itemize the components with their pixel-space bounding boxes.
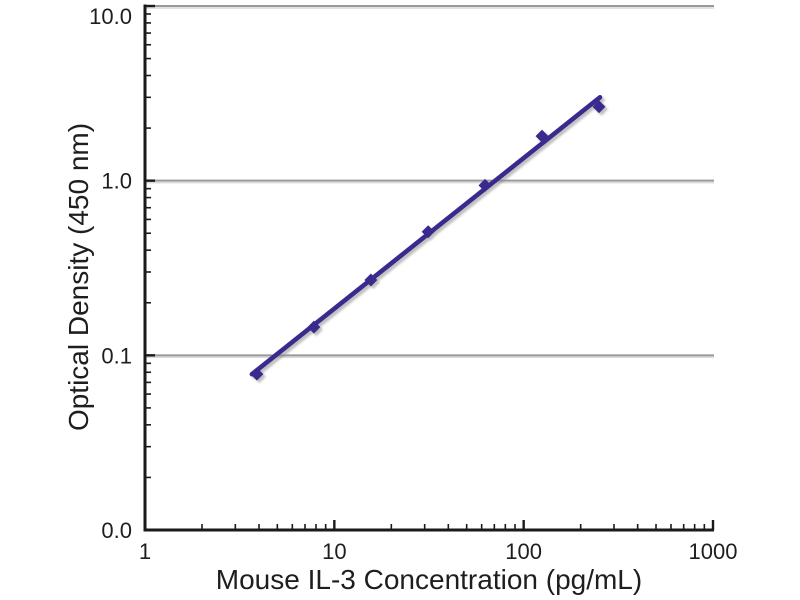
y-tick-label: 1.0 bbox=[101, 169, 132, 194]
x-tick-label: 1 bbox=[139, 539, 151, 564]
x-axis-title: Mouse IL-3 Concentration (pg/mL) bbox=[216, 564, 642, 595]
x-tick-label: 10 bbox=[322, 539, 346, 564]
data-point-marker bbox=[307, 320, 321, 334]
data-series bbox=[249, 95, 606, 381]
data-point-marker bbox=[364, 273, 378, 287]
axes bbox=[143, 4, 714, 532]
y-tick-label: 0.1 bbox=[101, 343, 132, 368]
x-tick-label: 1000 bbox=[689, 539, 738, 564]
gridlines bbox=[145, 5, 714, 359]
y-tick-label: 10.0 bbox=[89, 4, 132, 29]
data-point-marker bbox=[421, 225, 435, 239]
data-point-marker bbox=[592, 100, 606, 114]
data-point-marker bbox=[535, 129, 549, 143]
y-axis-title: Optical Density (450 nm) bbox=[63, 123, 94, 431]
data-point-marker bbox=[250, 367, 264, 381]
x-tick-label: 100 bbox=[505, 539, 542, 564]
y-tick-label: 0.0 bbox=[101, 518, 132, 543]
tick-marks bbox=[143, 4, 715, 532]
data-point-marker bbox=[478, 178, 492, 192]
tick-labels: 1 10 100 1000 10.0 1.0 0.1 0.0 bbox=[89, 4, 737, 564]
